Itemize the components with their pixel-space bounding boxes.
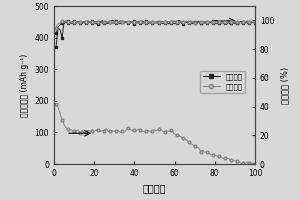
Legend: 对比例一, 实施例四: 对比例一, 实施例四 (200, 71, 245, 93)
Y-axis label: 库伦效率 (%): 库伦效率 (%) (280, 66, 289, 104)
X-axis label: 循环次数: 循环次数 (143, 183, 166, 193)
Y-axis label: 放电比容量 (mAh g⁻¹): 放电比容量 (mAh g⁻¹) (20, 53, 29, 117)
